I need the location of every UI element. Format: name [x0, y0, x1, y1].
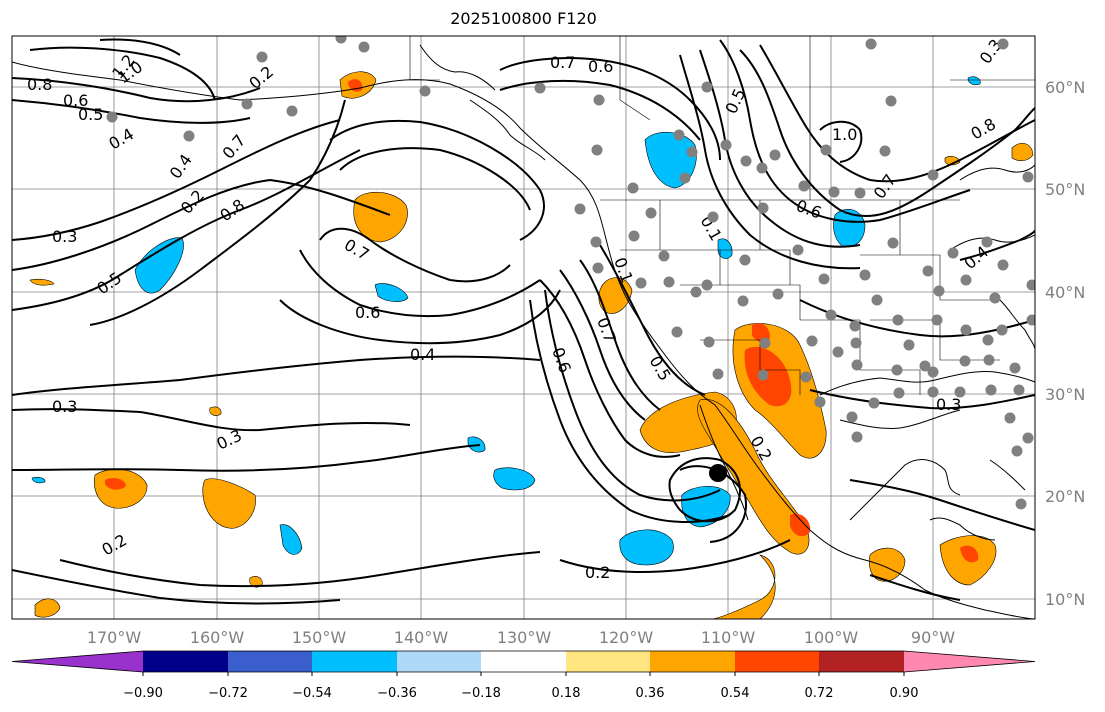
colorbar-segment [397, 651, 481, 672]
colorbar-segment [819, 651, 904, 672]
center-marker [709, 464, 727, 482]
colorbar-tick-label: 0.72 [805, 686, 834, 701]
contour-label: 0.2 [585, 563, 610, 582]
contour-label: 0.8 [27, 75, 52, 94]
lon-label: 170°W [87, 628, 142, 647]
contour-label: 1.0 [832, 125, 857, 144]
colorbar-extend-max [904, 651, 1035, 672]
contour-label: 0.3 [52, 227, 77, 246]
lon-label: 160°W [190, 628, 245, 647]
colorbar-segment [566, 651, 650, 672]
lon-label: 100°W [804, 628, 859, 647]
contour-label: 0.4 [410, 345, 435, 364]
station-markers [106, 36, 1035, 510]
colorbar-segment [650, 651, 735, 672]
contour-label: 0.5 [78, 105, 103, 124]
lat-label: 10°N [1045, 590, 1085, 609]
map-title: 2025100800 F120 [450, 9, 597, 28]
lon-label: 150°W [292, 628, 347, 647]
lat-label: 40°N [1045, 283, 1085, 302]
contour-label: 0.6 [63, 91, 88, 110]
lon-label: 130°W [497, 628, 552, 647]
colorbar-tick-label: −0.36 [377, 686, 417, 701]
colorbar-extend-min [12, 651, 143, 672]
contour-label: 0.7 [550, 53, 575, 72]
colorbar-segment [735, 651, 819, 672]
colorbar-tick-label: −0.72 [208, 686, 248, 701]
colorbar-tick-label: −0.90 [123, 686, 163, 701]
colorbar-segment [312, 651, 397, 672]
longitude-axis: 170°W 160°W 150°W 140°W 130°W 120°W 110°… [87, 628, 955, 647]
contour-lines [12, 38, 1035, 605]
colorbar-tick-label: −0.54 [292, 686, 332, 701]
colorbar [11, 650, 1036, 676]
latitude-axis: 60°N 50°N 40°N 30°N 20°N 10°N [1045, 78, 1085, 609]
colorbar-ticks: −0.90 −0.72 −0.54 −0.36 −0.18 0.18 0.36 … [123, 686, 918, 701]
lat-label: 60°N [1045, 78, 1085, 97]
contour-label: 0.6 [588, 57, 613, 76]
lat-label: 20°N [1045, 487, 1085, 506]
contour-label: 0.6 [355, 303, 380, 322]
colorbar-tick-label: 0.90 [890, 686, 919, 701]
contour-label: 0.3 [936, 395, 961, 414]
lon-label: 140°W [394, 628, 449, 647]
negative-anomaly-shading [31, 76, 981, 566]
lon-label: 110°W [701, 628, 756, 647]
colorbar-segment [481, 651, 566, 672]
colorbar-tick-label: 0.36 [636, 686, 665, 701]
map-panel: 1.2 1.0 0.8 0.6 0.5 0.4 0.3 0.3 0.2 0.7 … [12, 36, 1035, 619]
lat-label: 50°N [1045, 180, 1085, 199]
colorbar-segment [143, 651, 228, 672]
colorbar-segment [228, 651, 312, 672]
map-frame [11, 35, 1036, 620]
colorbar-tick-label: −0.18 [461, 686, 501, 701]
lon-label: 120°W [599, 628, 654, 647]
colorbar-tick-label: 0.54 [721, 686, 750, 701]
contour-label: 0.3 [52, 397, 77, 416]
colorbar-tick-label: 0.18 [552, 686, 581, 701]
lon-label: 90°W [911, 628, 955, 647]
lat-label: 30°N [1045, 385, 1085, 404]
